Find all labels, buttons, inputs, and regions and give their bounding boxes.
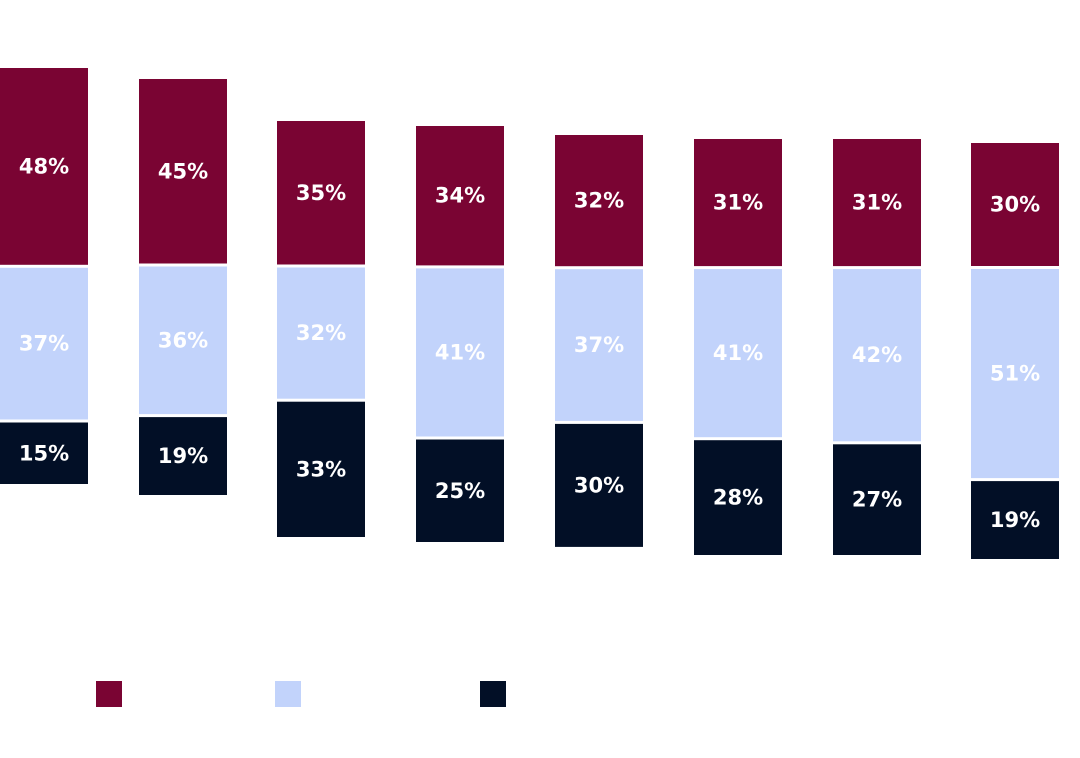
- bar-label-s2-c2: 36%: [158, 328, 208, 352]
- bar-label-s1-c4: 34%: [435, 184, 485, 208]
- bar-label-s2-c1: 37%: [19, 332, 69, 356]
- bar-label-s3-c6: 28%: [713, 486, 763, 510]
- bar-label-s2-c6: 41%: [713, 341, 763, 365]
- bar-segment-s3-c3: [277, 401, 365, 537]
- bar-label-s1-c5: 32%: [574, 189, 624, 213]
- bar-label-s1-c3: 35%: [296, 181, 346, 205]
- bar-segment-s3-c6: [694, 440, 782, 555]
- bar-segment-s1-c8: [971, 143, 1059, 266]
- bar-label-s3-c8: 19%: [990, 508, 1040, 532]
- bar-label-s1-c1: 48%: [19, 154, 69, 178]
- bar-label-s1-c8: 30%: [990, 193, 1040, 217]
- bar-label-s3-c3: 33%: [296, 457, 346, 481]
- bar-label-s1-c6: 31%: [713, 191, 763, 215]
- bar-segment-s2-c6: [694, 269, 782, 438]
- bar-segment-s1-c7: [833, 139, 921, 267]
- bar-segment-s2-c3: [277, 267, 365, 399]
- bar-label-s3-c5: 30%: [574, 473, 624, 497]
- bar-segment-s3-c1: [0, 422, 88, 484]
- bar-segment-s3-c4: [416, 439, 504, 542]
- bar-segment-s1-c2: [139, 79, 227, 264]
- bar-segment-s3-c7: [833, 444, 921, 555]
- bar-label-s3-c1: 15%: [19, 441, 69, 465]
- bar-segment-s2-c8: [971, 269, 1059, 479]
- bar-segment-s2-c5: [555, 269, 643, 421]
- bar-segment-s1-c5: [555, 135, 643, 267]
- bar-label-s2-c3: 32%: [296, 321, 346, 345]
- bar-segment-s1-c3: [277, 121, 365, 265]
- bar-label-s3-c7: 27%: [852, 488, 902, 512]
- bar-segment-s2-c1: [0, 267, 88, 420]
- bar-label-s2-c7: 42%: [852, 343, 902, 367]
- bar-label-s2-c4: 41%: [435, 340, 485, 364]
- bars-group: 48% 37% 15% 45% 36% 19% 35% 32% 33% 34% 41% 25% 32% 3…: [0, 68, 1059, 559]
- bar-segment-s2-c4: [416, 268, 504, 437]
- bar-label-s1-c7: 31%: [852, 191, 902, 215]
- bar-segment-s2-c7: [833, 269, 921, 442]
- bar-label-s2-c8: 51%: [990, 362, 1040, 386]
- bar-segment-s1-c1: [0, 68, 88, 265]
- bar-segment-s3-c8: [971, 481, 1059, 559]
- bar-label-s1-c2: 45%: [158, 159, 208, 183]
- bar-segment-s3-c2: [139, 417, 227, 495]
- bar-label-s3-c4: 25%: [435, 479, 485, 503]
- bar-segment-s2-c2: [139, 266, 227, 415]
- bar-label-s3-c2: 19%: [158, 444, 208, 468]
- bar-label-s2-c5: 37%: [574, 333, 624, 357]
- bar-segment-s3-c5: [555, 423, 643, 547]
- bar-segment-s1-c4: [416, 126, 504, 266]
- bar-segment-s1-c6: [694, 139, 782, 267]
